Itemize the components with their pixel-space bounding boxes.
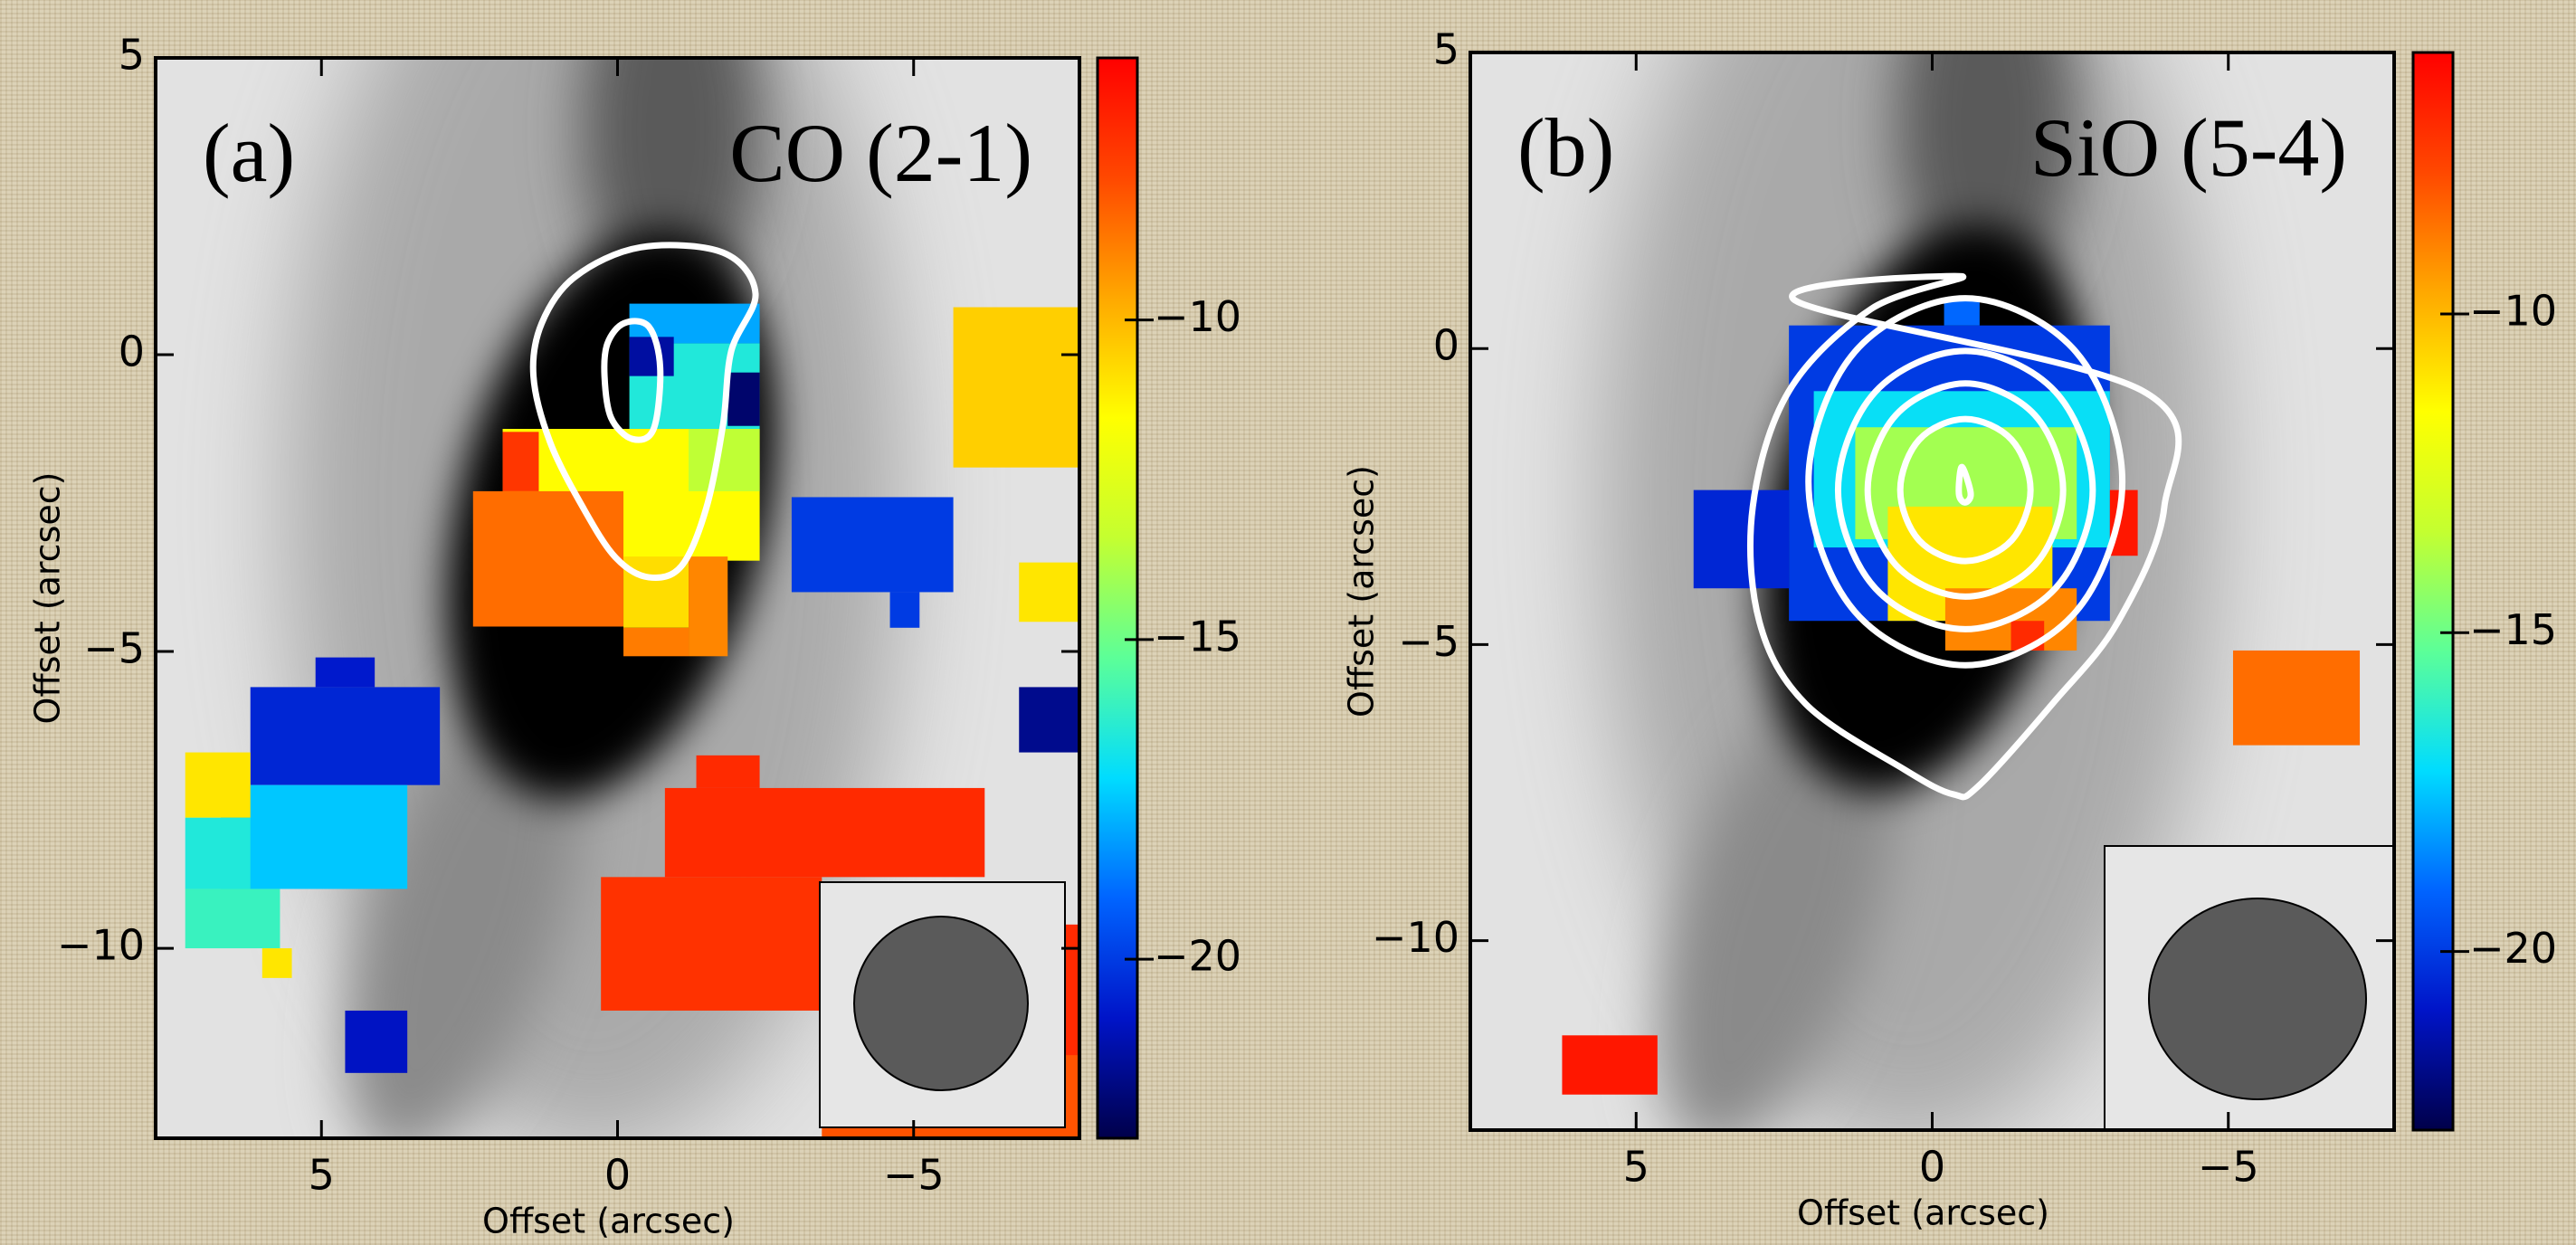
colorbar-tick-label: −10 <box>1154 292 1241 341</box>
velocity-pixel <box>791 497 954 593</box>
contour <box>601 318 664 443</box>
x-axis-label: Offset (arcsec) <box>1797 1193 2049 1233</box>
x-tick-label: −5 <box>883 1151 945 1200</box>
contour <box>529 242 759 582</box>
velocity-pixel <box>315 657 375 688</box>
x-tick-label: 5 <box>309 1151 335 1200</box>
velocity-pixel <box>502 432 539 491</box>
velocity-pixel <box>185 752 251 818</box>
contour <box>1746 272 2182 801</box>
colorbar <box>2411 51 2455 1132</box>
contour <box>1896 415 2034 565</box>
panel-title: SiO (5-4) <box>2030 101 2347 194</box>
panel-label: (a) <box>203 107 295 199</box>
x-tick-label: 0 <box>604 1151 631 1200</box>
velocity-pixel <box>953 307 1079 468</box>
y-tick-label: 0 <box>119 328 145 376</box>
x-tick-label: 5 <box>1623 1143 1649 1192</box>
y-axis-label: Offset (arcsec) <box>1342 465 1382 718</box>
velocity-pixel <box>2232 650 2361 746</box>
velocity-pixel <box>689 556 728 657</box>
velocity-pixel <box>689 429 760 491</box>
y-tick-label: −5 <box>83 624 145 673</box>
velocity-pixel <box>1944 300 1980 326</box>
map-area <box>156 58 1079 1138</box>
y-tick-label: −10 <box>1372 913 1459 962</box>
velocity-pixel <box>629 337 674 376</box>
y-tick-label: 5 <box>1433 25 1459 74</box>
velocity-pixel <box>623 627 689 657</box>
colorbar-tick-label: −15 <box>1154 612 1241 661</box>
colorbar <box>1096 56 1139 1140</box>
x-tick-label: 0 <box>1919 1143 1945 1192</box>
beam <box>2148 898 2367 1100</box>
y-axis-label: Offset (arcsec) <box>28 472 68 725</box>
velocity-pixel <box>185 817 251 889</box>
velocity-pixel <box>727 372 760 426</box>
velocity-pixel <box>1693 489 1790 589</box>
colorbar-tick-label: −10 <box>2469 286 2557 335</box>
velocity-pixel <box>1019 562 1079 622</box>
velocity-pixel <box>1019 687 1079 753</box>
y-tick-label: 5 <box>119 31 145 80</box>
panel-title: CO (2-1) <box>729 107 1032 199</box>
velocity-pixel <box>220 784 408 889</box>
colorbar-tick-label: −20 <box>2469 924 2557 973</box>
velocity-pixel <box>472 490 624 627</box>
colorbar-tick-label: −20 <box>1154 932 1241 981</box>
velocity-pixel <box>261 948 292 978</box>
velocity-pixel <box>1562 1035 1658 1095</box>
velocity-pixel <box>889 592 920 628</box>
contour <box>1834 347 2096 632</box>
panel-label: (b) <box>1517 101 1614 194</box>
contour <box>1805 295 2126 669</box>
velocity-pixel <box>664 787 985 878</box>
x-tick-label: −5 <box>2198 1143 2259 1192</box>
x-axis-label: Offset (arcsec) <box>482 1202 735 1241</box>
velocity-pixel <box>185 889 280 949</box>
velocity-pixel <box>601 877 822 1011</box>
image-streak-low <box>1659 672 1897 1130</box>
y-tick-label: 0 <box>1433 321 1459 370</box>
contour <box>1955 463 1974 506</box>
map-area <box>1470 52 2394 1130</box>
y-tick-label: −10 <box>57 921 145 970</box>
y-tick-label: −5 <box>1398 617 1459 666</box>
colorbar-tick-label: −15 <box>2469 605 2557 654</box>
velocity-pixel <box>250 687 441 785</box>
velocity-pixel <box>696 755 760 788</box>
beam <box>853 916 1029 1091</box>
contour <box>1864 380 2067 600</box>
velocity-pixel <box>345 1010 408 1073</box>
